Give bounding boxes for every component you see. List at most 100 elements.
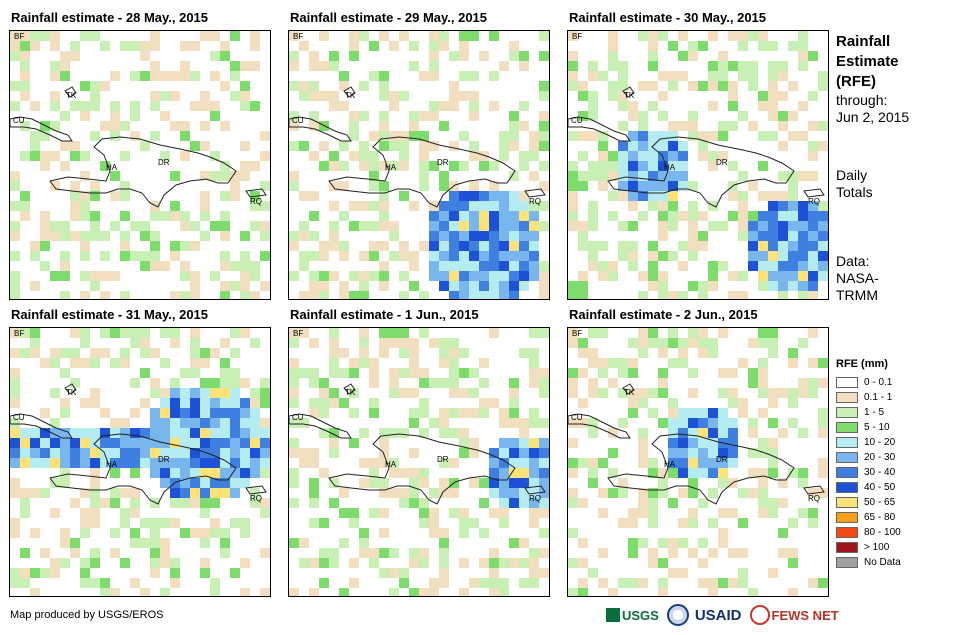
rain-cell <box>299 251 309 261</box>
rain-cell <box>788 261 798 271</box>
rain-cell <box>250 428 260 438</box>
rain-cell <box>638 338 648 348</box>
rain-cell <box>778 171 788 181</box>
rain-cell <box>529 418 539 428</box>
rain-cell <box>80 578 90 588</box>
rain-cell <box>200 468 210 478</box>
rain-cell <box>389 458 399 468</box>
rain-cell <box>80 568 90 578</box>
rain-cell <box>668 448 678 458</box>
legend-item: 80 - 100 <box>836 525 901 540</box>
country-label-dr: DR <box>716 158 728 167</box>
rain-cell <box>429 508 439 518</box>
rain-cell <box>309 251 319 261</box>
rain-cell <box>658 91 668 101</box>
rain-cell <box>568 558 578 568</box>
rain-cell <box>439 378 449 388</box>
data-source-line-2: NASA- <box>836 270 879 286</box>
rain-cell <box>409 201 419 211</box>
rain-cell <box>539 498 549 508</box>
rain-cell <box>230 458 240 468</box>
rain-cell <box>210 588 220 596</box>
rain-cell <box>768 231 778 241</box>
rain-cell <box>768 91 778 101</box>
rain-cell <box>180 291 190 299</box>
map-panel-5: Rainfall estimate - 1 Jun., 2015 BF CU TK H… <box>288 307 550 597</box>
rain-cell <box>439 211 449 221</box>
rain-cell <box>608 211 618 221</box>
rain-cell <box>658 578 668 588</box>
rain-cell <box>40 428 50 438</box>
rain-cell <box>618 368 628 378</box>
rain-cell <box>469 271 479 281</box>
rain-cell <box>748 221 758 231</box>
rain-cell <box>220 191 230 201</box>
rain-cell <box>818 408 828 418</box>
rain-cell <box>200 498 210 508</box>
rain-cell <box>40 31 50 41</box>
rain-cell <box>568 71 578 81</box>
rain-cell <box>140 141 150 151</box>
rain-cell <box>90 101 100 111</box>
rain-cell <box>329 61 339 71</box>
rain-cell <box>439 101 449 111</box>
rain-cell <box>100 81 110 91</box>
rain-cell <box>658 211 668 221</box>
rain-cell <box>668 291 678 299</box>
rain-cell <box>648 181 658 191</box>
rain-cell <box>648 51 658 61</box>
rainfall-map-svg <box>289 328 549 596</box>
rain-cell <box>449 368 459 378</box>
rain-cell <box>319 31 329 41</box>
rain-cell <box>40 221 50 231</box>
rain-cell <box>200 528 210 538</box>
rain-cell <box>70 348 80 358</box>
rain-cell <box>419 241 429 251</box>
data-source-line-3: TRMM <box>836 287 878 303</box>
rain-cell <box>200 428 210 438</box>
rain-cell <box>150 131 160 141</box>
rain-cell <box>289 81 299 91</box>
rain-cell <box>260 281 270 291</box>
rain-cell <box>190 328 200 338</box>
rain-cell <box>499 408 509 418</box>
rain-cell <box>40 408 50 418</box>
rain-cell <box>698 558 708 568</box>
rain-cell <box>90 81 100 91</box>
rain-cell <box>529 558 539 568</box>
rain-cell <box>658 151 668 161</box>
rain-cell <box>578 151 588 161</box>
rain-cell <box>529 201 539 211</box>
rain-cell <box>618 81 628 91</box>
rain-cell <box>260 151 270 161</box>
rain-cell <box>210 101 220 111</box>
rain-cell <box>678 261 688 271</box>
rain-cell <box>260 131 270 141</box>
rain-cell <box>50 428 60 438</box>
rain-cell <box>578 171 588 181</box>
rain-cell <box>170 558 180 568</box>
rain-cell <box>618 101 628 111</box>
rain-cell <box>190 458 200 468</box>
rain-cell <box>798 231 808 241</box>
rain-cell <box>389 231 399 241</box>
rain-cell <box>688 181 698 191</box>
rain-cell <box>568 291 578 299</box>
rain-cell <box>240 141 250 151</box>
rain-cell <box>688 41 698 51</box>
rain-cell <box>210 51 220 61</box>
rain-cell <box>329 548 339 558</box>
rain-cell <box>130 468 140 478</box>
legend-item: 30 - 40 <box>836 465 901 480</box>
rain-cell <box>329 271 339 281</box>
rain-cell <box>648 408 658 418</box>
rain-cell <box>319 251 329 261</box>
rain-cell <box>459 281 469 291</box>
rain-cell <box>409 281 419 291</box>
rain-cell <box>469 181 479 191</box>
rain-cell <box>40 568 50 578</box>
rain-cell <box>588 388 598 398</box>
rain-cell <box>788 468 798 478</box>
country-label-rq: RQ <box>529 197 541 206</box>
rain-cell <box>499 131 509 141</box>
